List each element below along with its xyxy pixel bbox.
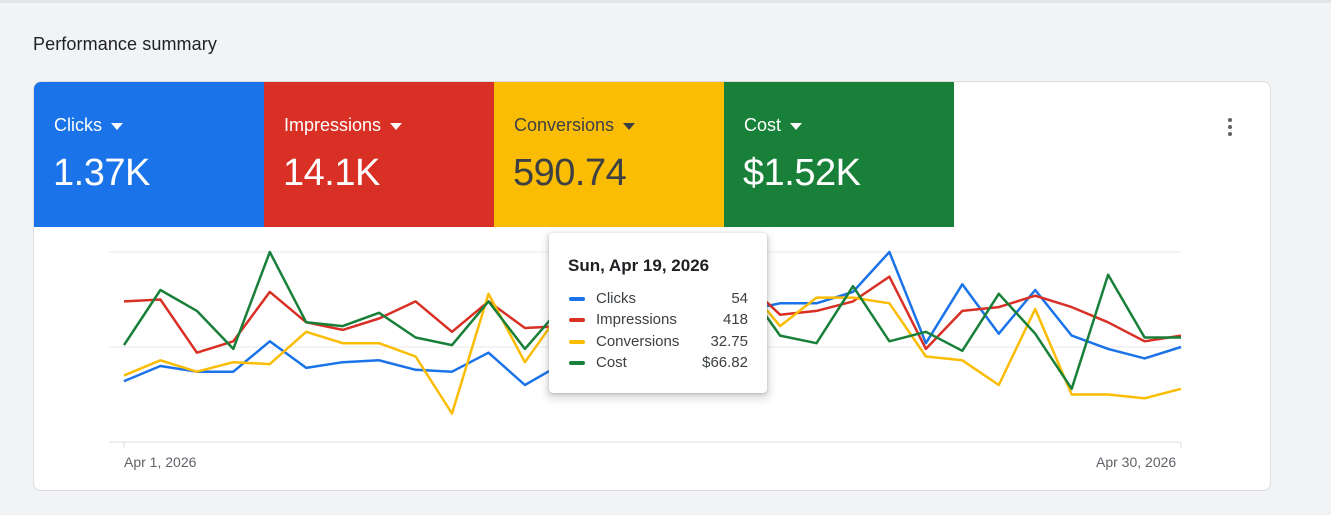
metric-value-clicks: 1.37K — [53, 152, 150, 194]
metric-label-clicks: Clicks — [54, 115, 102, 135]
tooltip-row-name: Conversions — [596, 333, 680, 350]
metric-value-conversions: 590.74 — [513, 152, 627, 194]
metric-tile-impressions[interactable]: Impressions 14.1K — [264, 82, 494, 227]
legend-swatch-clicks — [569, 297, 585, 301]
top-divider — [0, 0, 1331, 3]
section-title: Performance summary — [33, 34, 217, 54]
legend-swatch-conversions — [569, 340, 585, 344]
metric-tile-conversions[interactable]: Conversions 590.74 — [494, 82, 724, 227]
tooltip-row-name: Impressions — [596, 311, 677, 328]
more-vert-icon[interactable] — [1218, 112, 1242, 142]
metric-label-impressions: Impressions — [284, 115, 382, 135]
tooltip-row-clicks: Clicks 54 — [568, 289, 748, 309]
metric-label-conversions: Conversions — [514, 115, 615, 135]
dropdown-caret-icon[interactable] — [623, 122, 636, 130]
tooltip-row-name: Clicks — [596, 290, 636, 307]
legend-swatch-impressions — [569, 318, 585, 322]
tooltip-row-impressions: Impressions 418 — [568, 310, 748, 330]
metric-value-impressions: 14.1K — [283, 152, 380, 194]
x-axis-start-label: Apr 1, 2026 — [124, 454, 197, 470]
dropdown-caret-icon[interactable] — [111, 122, 123, 130]
tooltip-row-value: 32.75 — [710, 333, 748, 350]
dropdown-caret-icon[interactable] — [790, 122, 803, 130]
tooltip-row-name: Cost — [596, 354, 627, 371]
tooltip-date: Sun, Apr 19, 2026 — [568, 256, 710, 275]
performance-card: Clicks 1.37K Impressions 14.1K Conversio… — [33, 81, 1271, 491]
metric-tile-cost[interactable]: Cost $1.52K — [724, 82, 954, 227]
metric-tile-clicks[interactable]: Clicks 1.37K — [34, 82, 264, 227]
legend-swatch-cost — [569, 361, 585, 365]
x-axis-end-label: Apr 30, 2026 — [1096, 454, 1177, 470]
tooltip-row-value: 418 — [722, 311, 748, 328]
dropdown-caret-icon[interactable] — [390, 122, 403, 130]
tooltip-row-value: 54 — [731, 290, 748, 307]
tooltip-row-conversions: Conversions 32.75 — [568, 332, 748, 352]
chart-tooltip: Sun, Apr 19, 2026 Clicks 54 Impressions … — [549, 233, 767, 393]
tooltip-row-cost: Cost $66.82 — [568, 353, 748, 373]
tooltip-row-value: $66.82 — [702, 354, 748, 371]
metric-label-cost: Cost — [744, 115, 782, 135]
metric-value-cost: $1.52K — [743, 152, 861, 194]
